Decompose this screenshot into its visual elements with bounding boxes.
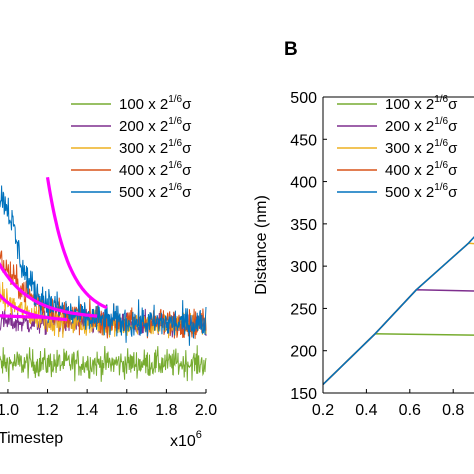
panel-a-x-axis-title: Timestep — [0, 430, 63, 447]
panel-a-series-1 — [0, 345, 207, 383]
panel-a-legend-label-5: 500 x 21/6σ — [119, 182, 192, 201]
panel-a-x-tick-label: 1.6 — [116, 402, 138, 419]
panel-a-fit-curve-3 — [0, 261, 98, 318]
panel-b-series-2 — [322, 289, 474, 386]
panel-b-series-1 — [322, 333, 474, 386]
panel-b-axes: 150 200 250 300 350 400 450 500 0.2 0.4 0.6 0.8 — [290, 90, 474, 419]
panel-a-series-4 — [0, 250, 207, 339]
panel-b-x-tick-label: 0.8 — [442, 402, 464, 419]
panel-b-y-tick-label: 250 — [290, 301, 317, 318]
panel-a-x-tick-label: 2.0 — [195, 402, 217, 419]
panel-a-legend: 100 x 21/6σ 200 x 21/6σ 300 x 21/6σ 400 x 2… — [71, 94, 192, 201]
panel-b-legend-label-2: 200 x 21/6σ — [385, 116, 458, 135]
panel-b-y-tick-label: 450 — [290, 132, 317, 149]
panel-b-series-5 — [322, 236, 474, 386]
panel-b-x-tick-label: 0.4 — [355, 402, 377, 419]
panel-b-series-group — [322, 236, 474, 386]
panel-b-y-tick-label: 200 — [290, 344, 317, 361]
panel-a-legend-label-4: 400 x 21/6σ — [119, 160, 192, 179]
panel-a-x-tick-label: 1.8 — [155, 402, 177, 419]
panel-b-y-tick-label: 150 — [290, 386, 317, 403]
panel-a-legend-label-1: 100 x 21/6σ — [119, 94, 192, 113]
panel-b-y-tick-label: 350 — [290, 217, 317, 234]
panel-b-legend-label-3: 300 x 21/6σ — [385, 138, 458, 157]
panel-b-y-tick-label: 300 — [290, 259, 317, 276]
panel-b-legend-label-1: 100 x 21/6σ — [385, 94, 458, 113]
panel-b: B 150 200 250 300 350 400 450 500 0.2 0.4 0.6 0.8 1… — [253, 39, 474, 419]
panel-b-y-tick-label: 500 — [290, 90, 317, 107]
panel-a-fit-curve-4 — [45, 177, 108, 310]
panel-a-x-multiplier-exponent: 6 — [196, 429, 202, 441]
panel-b-x-tick-label: 0.6 — [399, 402, 421, 419]
panel-b-legend-label-4: 400 x 21/6σ — [385, 160, 458, 179]
panel-a-x-multiplier-base: x10 — [170, 433, 196, 450]
panel-a-fit-curves — [0, 177, 108, 322]
panel-b-legend: 100 x 21/6σ 200 x 21/6σ 300 x 21/6σ 400 x 2… — [337, 94, 458, 201]
panel-b-legend-label-5: 500 x 21/6σ — [385, 182, 458, 201]
panel-a: 1.0 1.2 1.4 1.6 1.8 2.0 100 x 21/6σ 200 x 21/6… — [0, 94, 217, 450]
panel-b-series-4 — [322, 236, 474, 386]
panel-a-x-tick-label: 1.0 — [0, 402, 19, 419]
panel-a-x-tick-label: 1.4 — [76, 402, 98, 419]
panel-b-y-axis-title: Distance (nm) — [253, 195, 270, 295]
panel-a-legend-label-2: 200 x 21/6σ — [119, 116, 192, 135]
panel-a-x-tick-label: 1.2 — [36, 402, 58, 419]
panel-b-label: B — [284, 39, 298, 60]
panel-a-legend-label-3: 300 x 21/6σ — [119, 138, 192, 157]
panel-a-series-5 — [0, 185, 207, 346]
panel-a-fit-curve-2 — [0, 293, 68, 322]
panel-a-axes: 1.0 1.2 1.4 1.6 1.8 2.0 — [0, 389, 217, 419]
panel-b-x-tick-label: 0.2 — [312, 402, 334, 419]
panel-a-x-multiplier: x106 — [170, 429, 202, 450]
panel-b-y-tick-label: 400 — [290, 175, 317, 192]
